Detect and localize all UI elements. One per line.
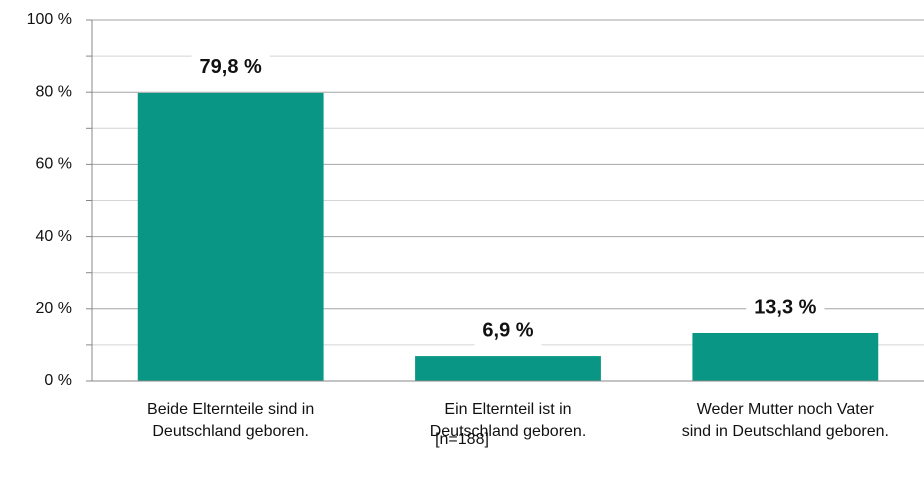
note: [n=188]	[435, 431, 489, 448]
y-tick-label: 100 %	[27, 11, 72, 28]
y-tick-label: 20 %	[36, 300, 72, 317]
x-tick-label: sind in Deutschland geboren.	[682, 423, 889, 440]
value-label-bg	[474, 316, 542, 347]
x-tick-label: Ein Elternteil ist in	[444, 401, 571, 418]
x-tick-label: Deutschland geboren.	[152, 423, 309, 440]
bar	[415, 356, 601, 381]
x-tick-label: Deutschland geboren.	[430, 423, 587, 440]
y-tick-label: 0 %	[44, 372, 72, 389]
bar	[692, 332, 879, 381]
y-tick-label: 40 %	[36, 228, 72, 245]
y-tick-label: 60 %	[36, 156, 72, 173]
y-tick-label: 80 %	[36, 83, 72, 100]
value-label: 79,8 %	[200, 56, 262, 78]
value-label-bg	[746, 292, 825, 323]
value-label-bg	[191, 52, 270, 83]
x-tick-label: Beide Elternteile sind in	[147, 401, 314, 418]
value-label: 13,3 %	[754, 296, 816, 318]
value-label: 6,9 %	[482, 319, 533, 341]
bar	[137, 92, 324, 381]
x-tick-label: Weder Mutter noch Vater	[697, 401, 875, 418]
